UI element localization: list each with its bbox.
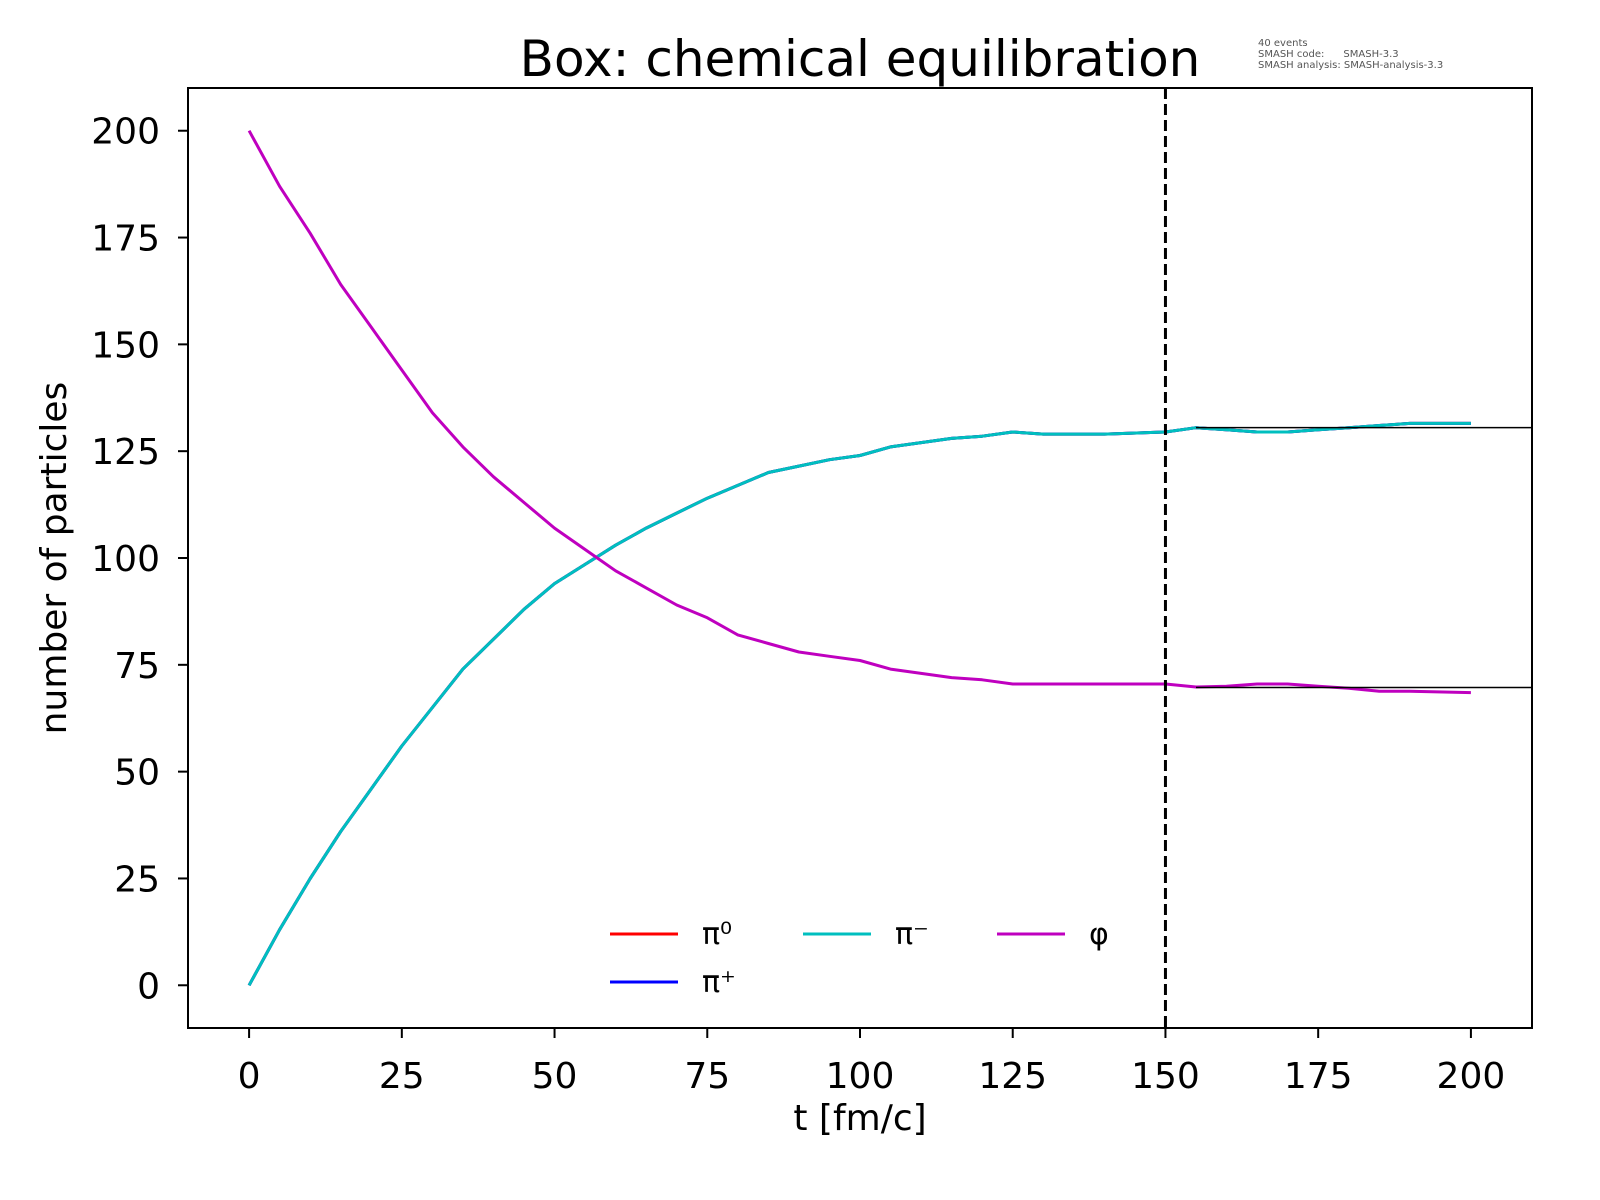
info-line: 40 events	[1258, 38, 1308, 49]
plot-area	[247, 88, 1532, 1028]
y-tick-label: 150	[91, 325, 160, 366]
y-tick-label: 200	[91, 112, 160, 153]
legend-label: π⁺	[702, 965, 736, 1000]
legend-label: π⁻	[895, 917, 929, 952]
info-line: SMASH code: SMASH-3.3	[1258, 49, 1399, 60]
info-line: SMASH analysis: SMASH-analysis-3.3	[1258, 60, 1443, 71]
legend: π⁰ π⁺ π⁻ φ	[610, 917, 1109, 1000]
x-tick-label: 75	[684, 1056, 730, 1097]
x-tick-label: 200	[1437, 1056, 1506, 1097]
y-axis: 0 25 50 75 100 125 150 175 200	[91, 112, 188, 1007]
y-tick-label: 175	[91, 219, 160, 260]
y-tick-label: 50	[114, 753, 160, 794]
x-tick-label: 50	[532, 1056, 578, 1097]
series-line-3	[247, 129, 1471, 695]
info-box: 40 events SMASH code: SMASH-3.3 SMASH an…	[1258, 38, 1443, 71]
y-tick-label: 0	[137, 966, 160, 1007]
x-axis: 0 25 50 75 100 125 150 175 200	[238, 1028, 1506, 1097]
x-axis-label: t [fm/c]	[793, 1098, 926, 1139]
x-tick-label: 125	[978, 1056, 1047, 1097]
y-tick-label: 100	[91, 539, 160, 580]
x-tick-label: 0	[238, 1056, 261, 1097]
series-line-0	[247, 421, 1471, 987]
series-line-1	[247, 421, 1471, 987]
x-tick-label: 175	[1284, 1056, 1353, 1097]
y-tick-label: 25	[114, 859, 160, 900]
series-line-2	[247, 421, 1471, 987]
y-tick-label: 125	[91, 432, 160, 473]
x-tick-label: 150	[1131, 1056, 1200, 1097]
axes-frame	[187, 87, 1533, 1029]
x-tick-label: 25	[379, 1056, 425, 1097]
legend-label: π⁰	[702, 917, 732, 952]
y-axis-label: number of particles	[34, 382, 75, 735]
y-tick-label: 75	[114, 646, 160, 687]
chart-title: Box: chemical equilibration	[520, 30, 1201, 88]
legend-label: φ	[1089, 917, 1109, 952]
x-tick-label: 100	[826, 1056, 895, 1097]
